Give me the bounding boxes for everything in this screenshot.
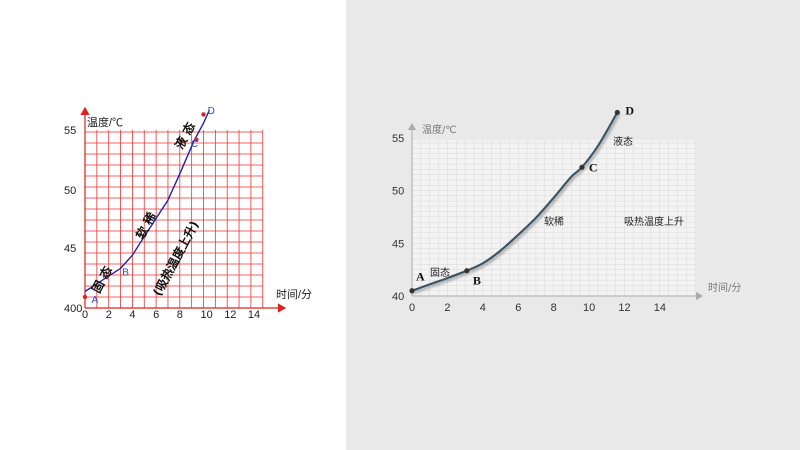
right-y-tick-label: 55 [392,133,404,145]
left-red-dots [82,112,206,300]
left-grid [84,130,264,309]
left-temperature-curve [84,109,211,293]
right-point-b [464,268,470,274]
left-point-label-a: A [91,295,98,306]
right-y-ticks: 40 45 50 55 [392,133,404,303]
right-x-tick-label: 6 [515,302,521,314]
right-point-d [614,109,620,116]
right-axes [408,123,703,300]
left-y-axis-label: 温度/℃ [87,115,123,129]
left-red-dot [194,137,199,142]
right-x-tick-label: 2 [444,302,450,314]
left-annotation-soft: 软 稀 [132,209,158,241]
left-red-dot [201,112,206,117]
left-x-tick-label: 12 [224,309,236,321]
left-point-label-c: C [191,139,198,150]
right-y-axis-label: 温度/℃ [422,123,457,136]
right-x-tick-label: 10 [583,302,595,314]
left-axes [80,106,287,313]
right-x-axis-label: 时间/分 [708,281,741,294]
left-point-label-d: D [208,106,215,117]
right-x-tick-label: 0 [409,302,415,314]
right-x-tick-label: 12 [618,302,630,314]
right-x-tick-label: 4 [480,302,486,314]
right-point-label-b: B [473,274,481,288]
right-plot-background [412,140,696,296]
left-x-tick-label: 6 [153,309,159,321]
left-point-label-b: B [122,268,129,279]
left-chart-panel: 0 2 4 6 8 10 12 14 400 45 50 55 温度/℃ 时间/分 A B C D 固 态… [0,0,346,450]
right-chart-panel: 0 2 4 6 8 10 12 14 40 45 50 55 温度/℃ 时间/分 A B C D 固态 软… [346,0,800,450]
left-y-tick-label: 50 [64,185,76,197]
right-x-tick-label: 8 [551,302,557,314]
right-points: A B C D [409,103,634,294]
left-x-tick-label: 14 [248,309,260,321]
right-y-tick-label: 50 [392,186,404,198]
right-point-label-d: D [625,103,634,117]
left-y-tick-label: 45 [64,243,76,255]
right-annotation-solid: 固态 [430,266,450,279]
left-y-tick-label: 55 [64,125,76,137]
right-y-tick-label: 40 [392,291,404,303]
left-red-dot [82,294,88,300]
left-annotation-solid: 固 态 [88,263,114,295]
right-point-c [579,164,585,170]
left-x-tick-label: 2 [106,309,112,321]
left-y-tick-label: 400 [64,303,82,315]
right-annotation-heat: 吸热温度上升 [624,215,684,228]
right-y-tick-label: 45 [392,238,404,250]
right-point-label-a: A [416,270,425,284]
left-x-axis-label: 时间/分 [276,288,312,301]
right-x-ticks: 0 2 4 6 8 10 12 14 [409,302,666,314]
left-x-ticks: 0 2 4 6 8 10 12 14 [82,309,260,321]
right-point-label-c: C [589,160,598,174]
left-curve-group [84,109,211,293]
right-point-a [409,288,415,294]
left-y-ticks: 400 45 50 55 [64,125,82,315]
right-grid [411,140,696,297]
left-x-tick-label: 8 [177,309,183,321]
left-x-tick-label: 0 [82,309,88,321]
right-annotation-liquid: 液态 [613,135,633,148]
right-annotation-soft: 软稀 [544,215,564,228]
left-x-tick-label: 4 [129,309,135,321]
right-x-tick-label: 14 [654,302,666,314]
left-point-labels: A B C D [91,106,214,306]
left-temperature-chart: 0 2 4 6 8 10 12 14 400 45 50 55 温度/℃ 时间/分 A B C D 固 态… [64,106,312,321]
right-temperature-chart: 0 2 4 6 8 10 12 14 40 45 50 55 温度/℃ 时间/分 A B C D 固态 软… [392,103,741,314]
left-x-tick-label: 10 [201,309,213,321]
